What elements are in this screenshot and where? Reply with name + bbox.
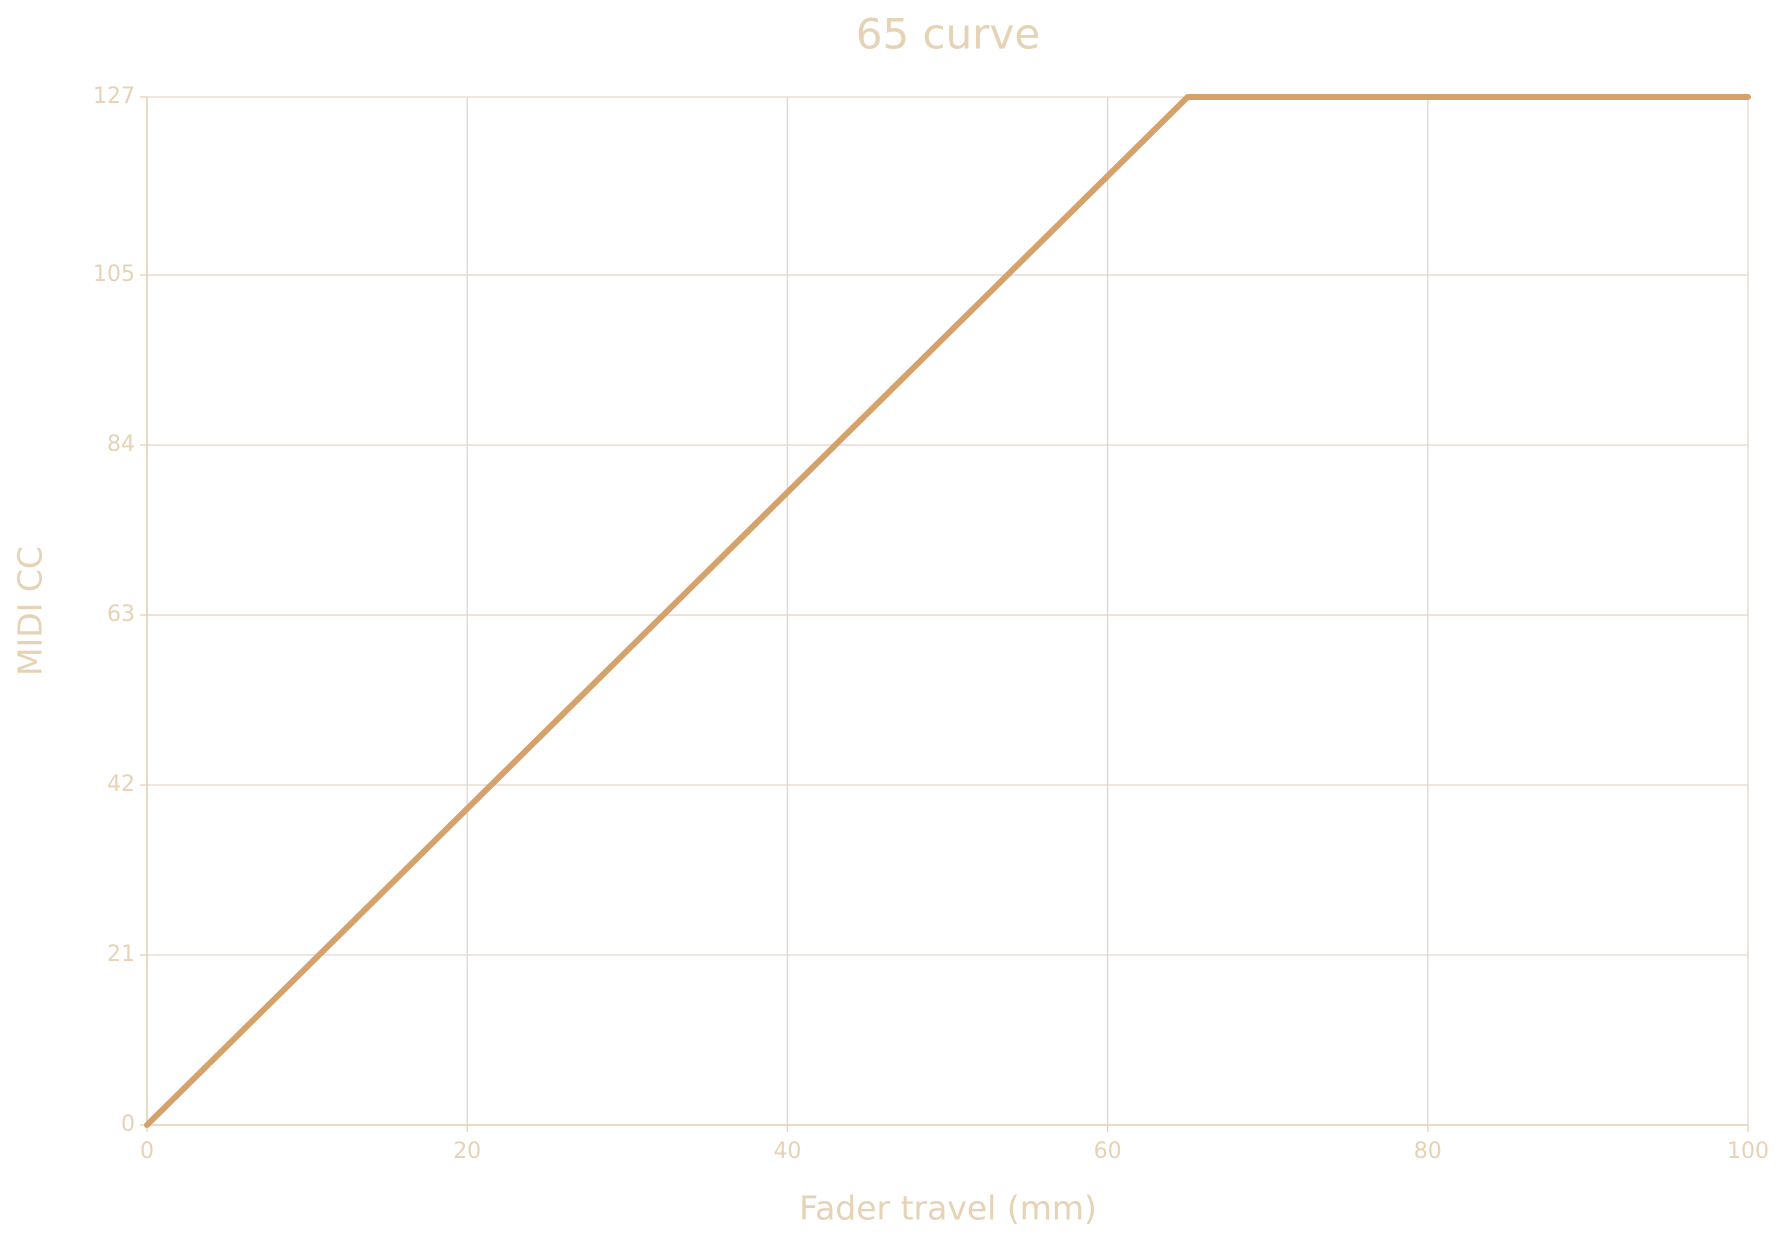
y-tick-label: 84 — [107, 432, 135, 457]
y-tick-label: 127 — [93, 84, 135, 109]
y-tick-label: 63 — [107, 602, 135, 627]
y-tick-label: 105 — [93, 262, 135, 287]
plot-frame — [146, 96, 1749, 1126]
x-axis-label: Fader travel (mm) — [799, 1189, 1097, 1228]
y-tick-label: 21 — [107, 942, 135, 967]
y-tick-label: 42 — [107, 772, 135, 797]
x-tick-label: 100 — [1727, 1139, 1769, 1164]
x-tick-label: 20 — [453, 1139, 481, 1164]
data-line — [144, 94, 1751, 1128]
y-axis-label: MIDI CC — [11, 546, 50, 676]
y-tick-label: 0 — [121, 1112, 135, 1137]
x-tick-label: 0 — [140, 1139, 154, 1164]
x-tick-label: 80 — [1414, 1139, 1442, 1164]
x-tick-label: 40 — [773, 1139, 801, 1164]
x-tick-label: 60 — [1094, 1139, 1122, 1164]
chart-title: 65 curve — [856, 10, 1040, 59]
